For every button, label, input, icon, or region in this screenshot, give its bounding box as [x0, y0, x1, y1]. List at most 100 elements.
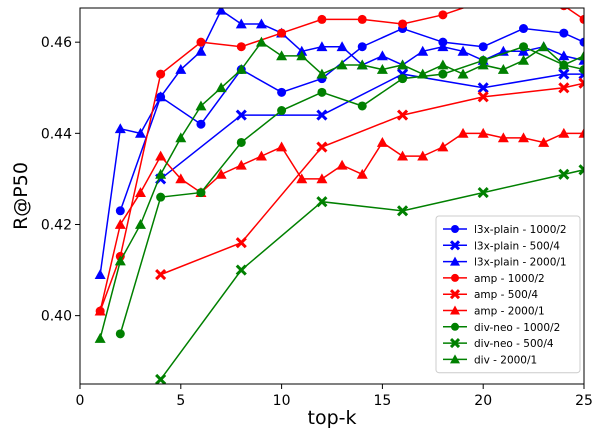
data-point [538, 41, 550, 52]
data-point [156, 192, 166, 202]
data-point [559, 8, 568, 11]
legend-label: amp - 500/4 [474, 289, 538, 301]
data-point [477, 59, 489, 70]
legend-box [435, 215, 581, 374]
data-point [235, 159, 247, 170]
data-point [255, 36, 267, 47]
data-point [155, 168, 167, 179]
legend-marker [451, 273, 459, 282]
data-point [477, 127, 489, 138]
data-point [155, 373, 167, 384]
legend-marker [450, 354, 460, 364]
data-point-stroke [316, 141, 328, 153]
data-point [255, 18, 267, 29]
data-point [356, 59, 368, 70]
data-point [376, 64, 388, 74]
data-point [497, 64, 509, 74]
data-point [437, 141, 449, 152]
data-point-stroke [396, 205, 409, 217]
legend-marker [449, 240, 461, 251]
series-layer [94, 0, 584, 384]
data-point [196, 188, 206, 198]
data-point [559, 28, 569, 38]
data-point [236, 42, 246, 52]
axes-frame [79, 7, 585, 385]
data-point [457, 45, 469, 56]
y-tick-label: 0.44 [41, 126, 72, 142]
data-point [195, 100, 207, 111]
data-point [457, 127, 469, 138]
data-point [478, 42, 488, 52]
data-point [317, 14, 327, 24]
data-point [477, 187, 489, 199]
data-point-stroke [477, 187, 489, 199]
data-point [457, 68, 469, 79]
data-point [195, 45, 207, 56]
series-7 [155, 164, 584, 384]
data-point [519, 0, 528, 1]
data-point [356, 168, 368, 179]
data-point [477, 82, 489, 94]
data-point-stroke [477, 82, 489, 94]
data-point [336, 159, 348, 170]
data-point [437, 59, 449, 70]
series-4 [155, 77, 584, 281]
y-tick-label: 0.46 [41, 35, 72, 51]
data-point [134, 127, 146, 138]
data-point-stroke [578, 77, 584, 86]
legend-label: l3x-plain - 2000/1 [474, 257, 567, 269]
legend-label: l3x-plain - 1000/2 [474, 224, 567, 236]
data-point [558, 127, 570, 138]
data-point [558, 59, 570, 70]
legend-marker-stroke [449, 240, 461, 251]
data-point [155, 269, 167, 281]
data-point [215, 82, 227, 93]
legend-marker [451, 225, 459, 233]
data-point [519, 42, 529, 52]
data-point [94, 305, 106, 316]
data-point [215, 8, 227, 15]
data-point [134, 218, 146, 229]
data-point [114, 255, 126, 266]
data-point [114, 123, 126, 134]
series-8 [94, 36, 584, 343]
legend-label: amp - 1000/2 [474, 273, 545, 285]
data-point [417, 68, 429, 79]
x-tick-label: 5 [176, 393, 185, 409]
data-point [558, 50, 570, 61]
data-point [316, 196, 328, 208]
data-point-stroke [578, 71, 584, 80]
legend-item: div - 2000/1 [443, 354, 537, 366]
data-point [578, 164, 584, 176]
data-point-stroke [316, 109, 328, 121]
data-point [558, 82, 570, 94]
data-point [114, 218, 126, 229]
data-point [579, 37, 584, 47]
data-point [336, 41, 348, 52]
data-point [276, 141, 288, 152]
data-point [277, 28, 287, 38]
data-point [578, 127, 584, 138]
data-point [235, 237, 247, 249]
data-point [134, 187, 146, 197]
data-point [396, 109, 409, 121]
x-axis-label: top-k [308, 407, 357, 429]
legend-item: l3x-plain - 2000/1 [443, 256, 567, 269]
data-point [196, 37, 206, 47]
data-point-stroke [235, 109, 247, 121]
data-point-stroke [578, 167, 584, 176]
data-point [255, 150, 267, 161]
legend-item: l3x-plain - 1000/2 [443, 224, 567, 236]
legend-item: div-neo - 500/4 [443, 338, 554, 350]
y-axis-label: R@P50 [10, 162, 32, 230]
data-point-stroke [477, 91, 489, 103]
data-point [175, 132, 187, 143]
x-tick-label: 15 [373, 393, 391, 409]
data-point [437, 41, 449, 52]
data-point [477, 91, 489, 103]
data-point [175, 173, 187, 184]
data-point-stroke [558, 168, 570, 180]
data-point [336, 59, 348, 70]
data-point [115, 206, 125, 216]
